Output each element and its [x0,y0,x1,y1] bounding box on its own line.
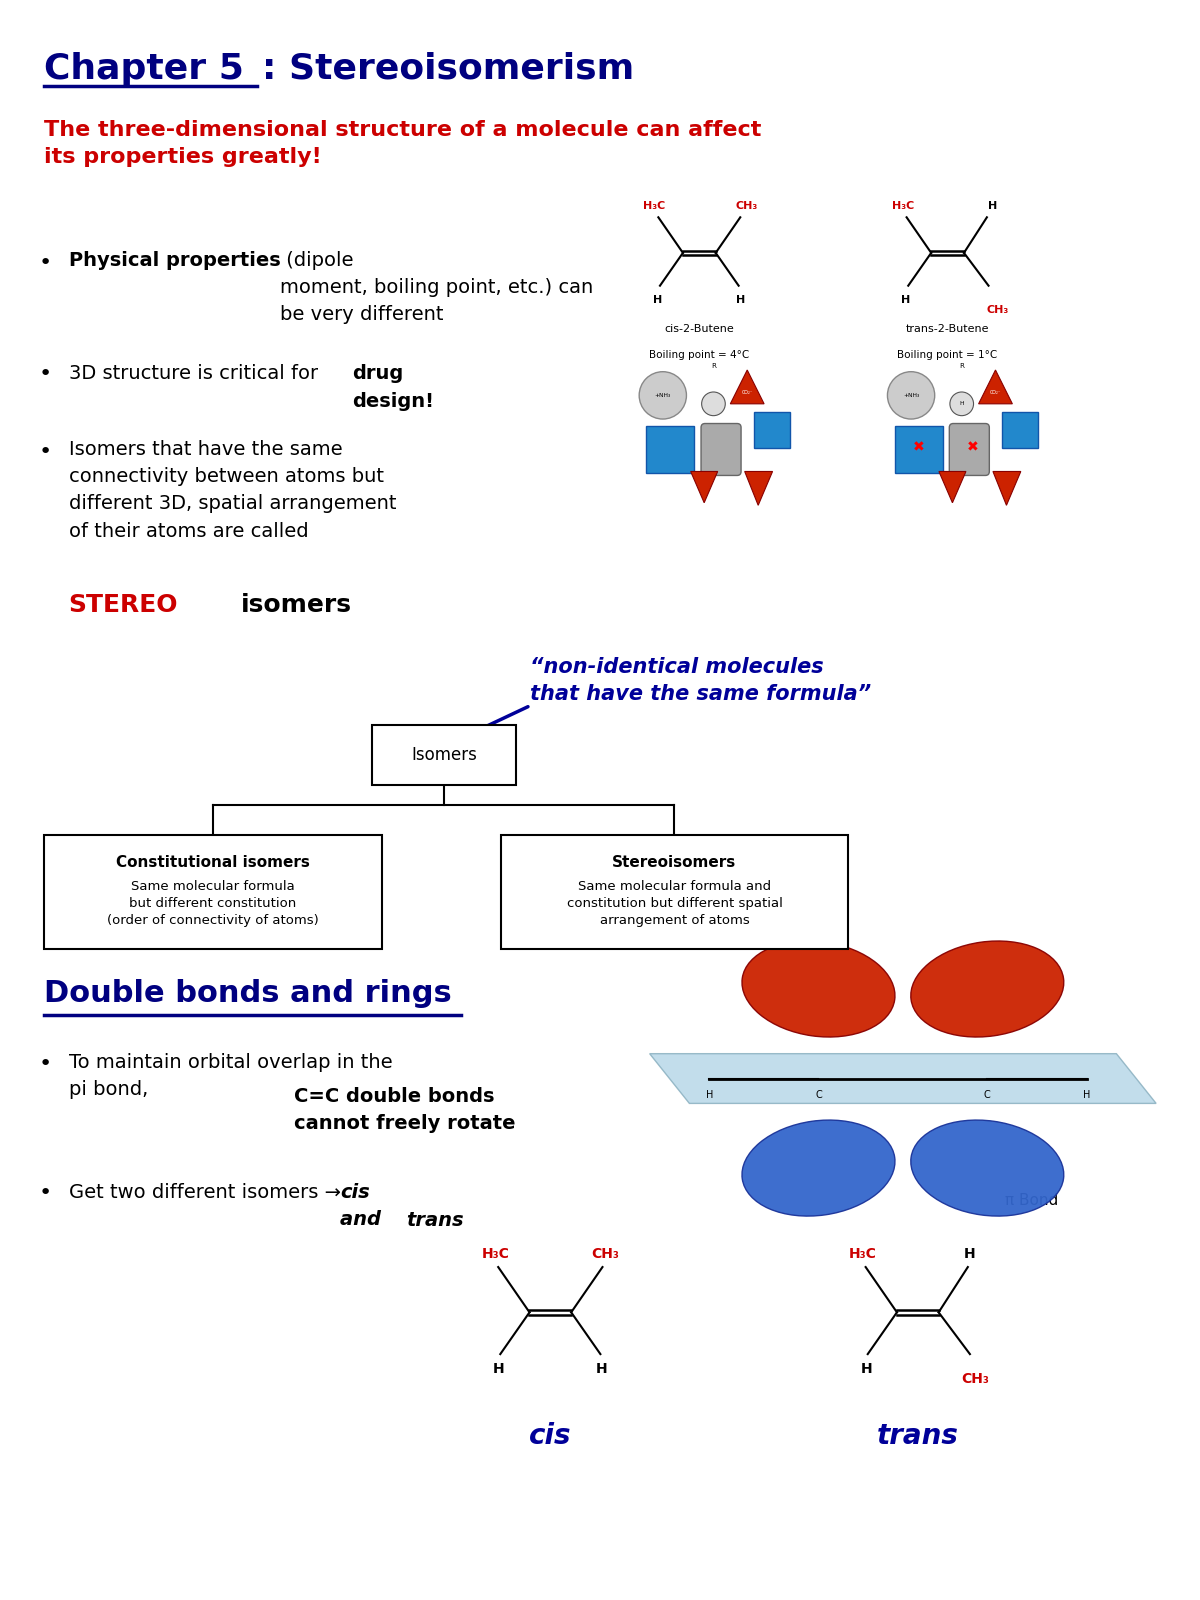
Text: H: H [860,1362,872,1376]
Text: H₃C: H₃C [850,1246,877,1261]
Text: π Bond: π Bond [1006,1194,1058,1208]
Polygon shape [691,472,718,502]
Text: •: • [38,1182,52,1203]
Text: Get two different isomers →: Get two different isomers → [68,1182,347,1202]
Text: +NH₃: +NH₃ [902,394,919,398]
Ellipse shape [742,941,895,1037]
Polygon shape [745,472,773,506]
Text: Same molecular formula
but different constitution
(order of connectivity of atom: Same molecular formula but different con… [107,880,318,926]
Text: H: H [960,402,964,406]
Polygon shape [938,472,966,502]
Circle shape [640,371,686,419]
FancyBboxPatch shape [647,426,695,474]
Text: Same molecular formula and
constitution but different spatial
arrangement of ato: Same molecular formula and constitution … [566,880,782,926]
Text: trans: trans [877,1422,959,1450]
Text: Double bonds and rings: Double bonds and rings [44,979,451,1008]
Text: Isomers: Isomers [412,746,478,765]
Text: The three-dimensional structure of a molecule can affect
its properties greatly!: The three-dimensional structure of a mol… [44,120,761,166]
Circle shape [702,392,725,416]
FancyBboxPatch shape [895,426,943,474]
Text: C: C [815,1091,822,1101]
Text: H: H [493,1362,504,1376]
Text: H: H [1082,1091,1091,1101]
Text: cis
and: cis and [340,1182,388,1229]
Text: •: • [38,365,52,384]
Text: H: H [706,1091,713,1101]
Text: H: H [653,294,662,304]
Text: H: H [901,294,911,304]
Text: H: H [596,1362,607,1376]
Circle shape [888,371,935,419]
Text: C: C [984,1091,991,1101]
Text: +NH₃: +NH₃ [655,394,671,398]
Text: : Stereoisomerism: : Stereoisomerism [263,51,635,86]
Circle shape [950,392,973,416]
Text: Chapter 5: Chapter 5 [44,51,244,86]
Polygon shape [992,472,1021,506]
Text: Stereoisomers: Stereoisomers [612,854,737,870]
Text: Boiling point = 1°C: Boiling point = 1°C [898,350,997,360]
Text: To maintain orbital overlap in the
pi bond,: To maintain orbital overlap in the pi bo… [68,1053,392,1099]
FancyBboxPatch shape [949,424,989,475]
Text: H: H [737,294,745,304]
Text: CO₂⁻: CO₂⁻ [990,390,1001,395]
Ellipse shape [911,1120,1063,1216]
Polygon shape [731,370,764,403]
FancyBboxPatch shape [500,835,848,949]
Text: ✖: ✖ [913,440,925,454]
Text: Physical properties: Physical properties [68,251,281,270]
Text: H: H [964,1246,976,1261]
Text: C=C double bonds
cannot freely rotate: C=C double bonds cannot freely rotate [294,1086,516,1133]
Polygon shape [979,370,1013,403]
FancyBboxPatch shape [701,424,742,475]
Text: Constitutional isomers: Constitutional isomers [115,854,310,870]
Text: drug
design!: drug design! [352,365,433,411]
Text: •: • [38,442,52,462]
Text: “non-identical molecules
that have the same formula”: “non-identical molecules that have the s… [530,658,871,704]
Text: CH₃: CH₃ [736,202,758,211]
Ellipse shape [742,1120,895,1216]
Text: •: • [38,253,52,274]
Text: CO₂⁻: CO₂⁻ [742,390,752,395]
Text: CH₃: CH₃ [592,1246,619,1261]
Text: Isomers that have the same
connectivity between atoms but
different 3D, spatial : Isomers that have the same connectivity … [68,440,396,541]
Ellipse shape [911,941,1063,1037]
Text: trans: trans [407,1211,464,1230]
Text: CH₃: CH₃ [986,304,1008,315]
FancyBboxPatch shape [754,411,790,448]
Text: isomers: isomers [240,594,352,618]
Text: cis-2-Butene: cis-2-Butene [665,325,734,334]
Text: R: R [710,363,716,368]
Text: H₃C: H₃C [643,202,666,211]
FancyBboxPatch shape [372,725,516,786]
FancyBboxPatch shape [44,835,382,949]
Text: (dipole
moment, boiling point, etc.) can
be very different: (dipole moment, boiling point, etc.) can… [281,251,594,325]
Text: CH₃: CH₃ [961,1373,989,1386]
Text: Boiling point = 4°C: Boiling point = 4°C [649,350,750,360]
FancyBboxPatch shape [1002,411,1038,448]
Text: H₃C: H₃C [892,202,914,211]
Polygon shape [649,1054,1156,1104]
Text: H₃C: H₃C [481,1246,510,1261]
Text: H: H [988,202,997,211]
Text: trans-2-Butene: trans-2-Butene [906,325,989,334]
Text: cis: cis [529,1422,571,1450]
Text: STEREO: STEREO [68,594,179,618]
Text: ✖: ✖ [967,440,979,454]
Text: •: • [38,1054,52,1074]
Text: R: R [959,363,965,368]
Text: 3D structure is critical for: 3D structure is critical for [68,365,324,384]
